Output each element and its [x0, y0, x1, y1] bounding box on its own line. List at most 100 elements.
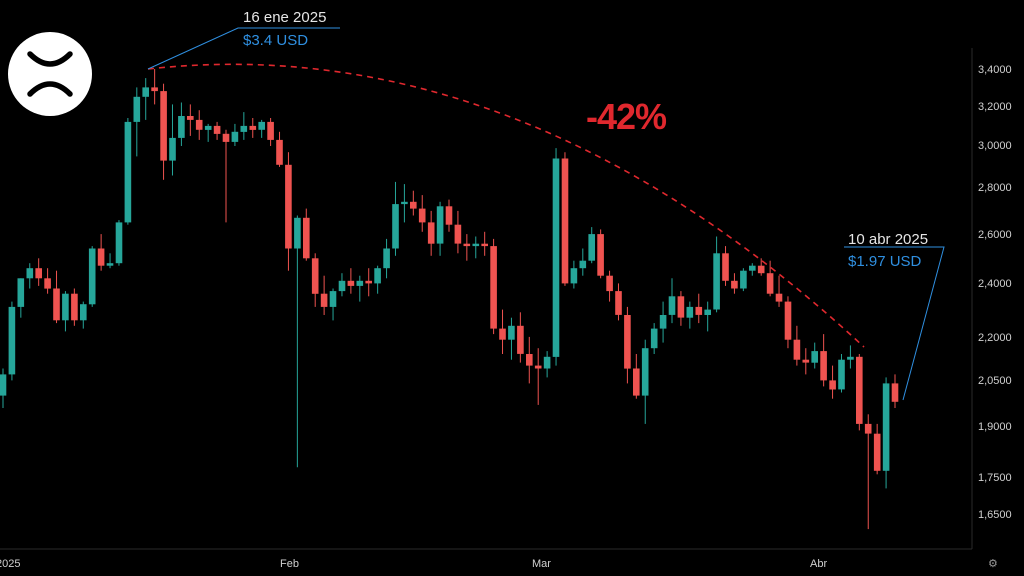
candle	[615, 283, 622, 321]
candle	[454, 210, 462, 254]
candle-body	[249, 125, 257, 130]
candle	[873, 423, 881, 475]
candle	[106, 253, 114, 269]
candle-body	[864, 423, 872, 434]
candle	[258, 119, 265, 138]
candle-body	[410, 201, 417, 209]
candle	[722, 246, 729, 286]
candle	[294, 215, 301, 468]
candle	[891, 374, 899, 408]
candle	[338, 273, 346, 297]
candle	[142, 78, 149, 120]
candle-body	[160, 91, 167, 161]
candle-body	[633, 368, 640, 396]
candle	[668, 278, 676, 324]
candle-body	[650, 328, 658, 349]
candle	[133, 87, 141, 157]
end-annotation-leader	[844, 246, 945, 401]
candle	[856, 354, 863, 431]
x-tick-label: Feb	[280, 558, 299, 570]
y-tick-label: 2,4000	[978, 278, 1012, 290]
candle	[267, 118, 274, 146]
candle-body	[517, 325, 524, 354]
candle	[347, 268, 355, 294]
candle	[740, 268, 747, 292]
x-tick-label: Abr	[810, 558, 827, 570]
candle	[650, 323, 658, 354]
candle-body	[856, 356, 863, 424]
candle-body	[472, 243, 480, 247]
candle	[633, 354, 640, 399]
candle	[490, 238, 497, 335]
candle-body	[561, 158, 569, 284]
candle-body	[579, 260, 587, 269]
candle	[570, 260, 578, 289]
candle-body	[597, 234, 604, 276]
candle	[704, 301, 711, 332]
candle	[606, 270, 613, 302]
y-tick-label: 3,4000	[978, 64, 1012, 76]
candle	[436, 201, 444, 256]
candle-body	[570, 268, 578, 284]
candle	[151, 69, 158, 105]
candle	[35, 258, 42, 286]
candle-body	[374, 268, 381, 284]
candle-body	[392, 204, 399, 249]
candle-body	[115, 222, 123, 264]
candle	[766, 260, 774, 297]
candle-body	[338, 280, 346, 292]
candle-body	[97, 248, 105, 266]
candle	[472, 236, 480, 259]
candle-body	[320, 293, 328, 307]
candle	[641, 339, 649, 424]
candle-body	[838, 359, 845, 390]
candle	[178, 102, 185, 146]
candle-body	[8, 306, 16, 375]
candle-body	[606, 275, 613, 292]
candle	[311, 253, 319, 307]
candle-body	[534, 365, 542, 369]
candle-body	[490, 246, 497, 329]
candle	[62, 291, 69, 332]
candle-body	[124, 121, 132, 223]
candle	[552, 148, 560, 366]
candle	[204, 123, 212, 142]
candle-body	[213, 125, 221, 134]
y-tick-label: 1,6500	[978, 509, 1012, 521]
candle-body	[106, 263, 114, 266]
candle-body	[873, 433, 881, 471]
candle	[499, 309, 506, 354]
gear-icon[interactable]: ⚙	[988, 558, 998, 570]
candle	[882, 377, 890, 489]
candle	[392, 181, 399, 256]
end-date-label: 10 abr 2025	[848, 231, 929, 248]
candle-body	[240, 125, 248, 132]
candle	[276, 131, 283, 167]
candle-body	[285, 164, 292, 249]
candle	[169, 104, 176, 176]
candle-body	[187, 116, 194, 120]
candle	[71, 288, 78, 326]
candle-body	[757, 265, 765, 274]
candle-body	[481, 243, 488, 247]
candle	[240, 112, 248, 140]
candle-body	[383, 248, 390, 269]
candle	[365, 268, 372, 297]
y-tick-label: 2,2000	[978, 332, 1012, 344]
candle	[588, 227, 595, 264]
candle-body	[695, 306, 703, 315]
candle-body	[552, 158, 560, 357]
candle	[784, 296, 792, 349]
candle-body	[829, 380, 836, 390]
candle	[847, 345, 854, 369]
candle-body	[749, 265, 756, 271]
candle-body	[659, 315, 667, 329]
candle	[53, 270, 60, 324]
candle	[579, 248, 587, 276]
candle	[26, 263, 34, 289]
candle	[187, 104, 194, 136]
candle	[508, 317, 515, 360]
candle-body	[784, 301, 792, 340]
y-tick-label: 2,6000	[978, 229, 1012, 241]
